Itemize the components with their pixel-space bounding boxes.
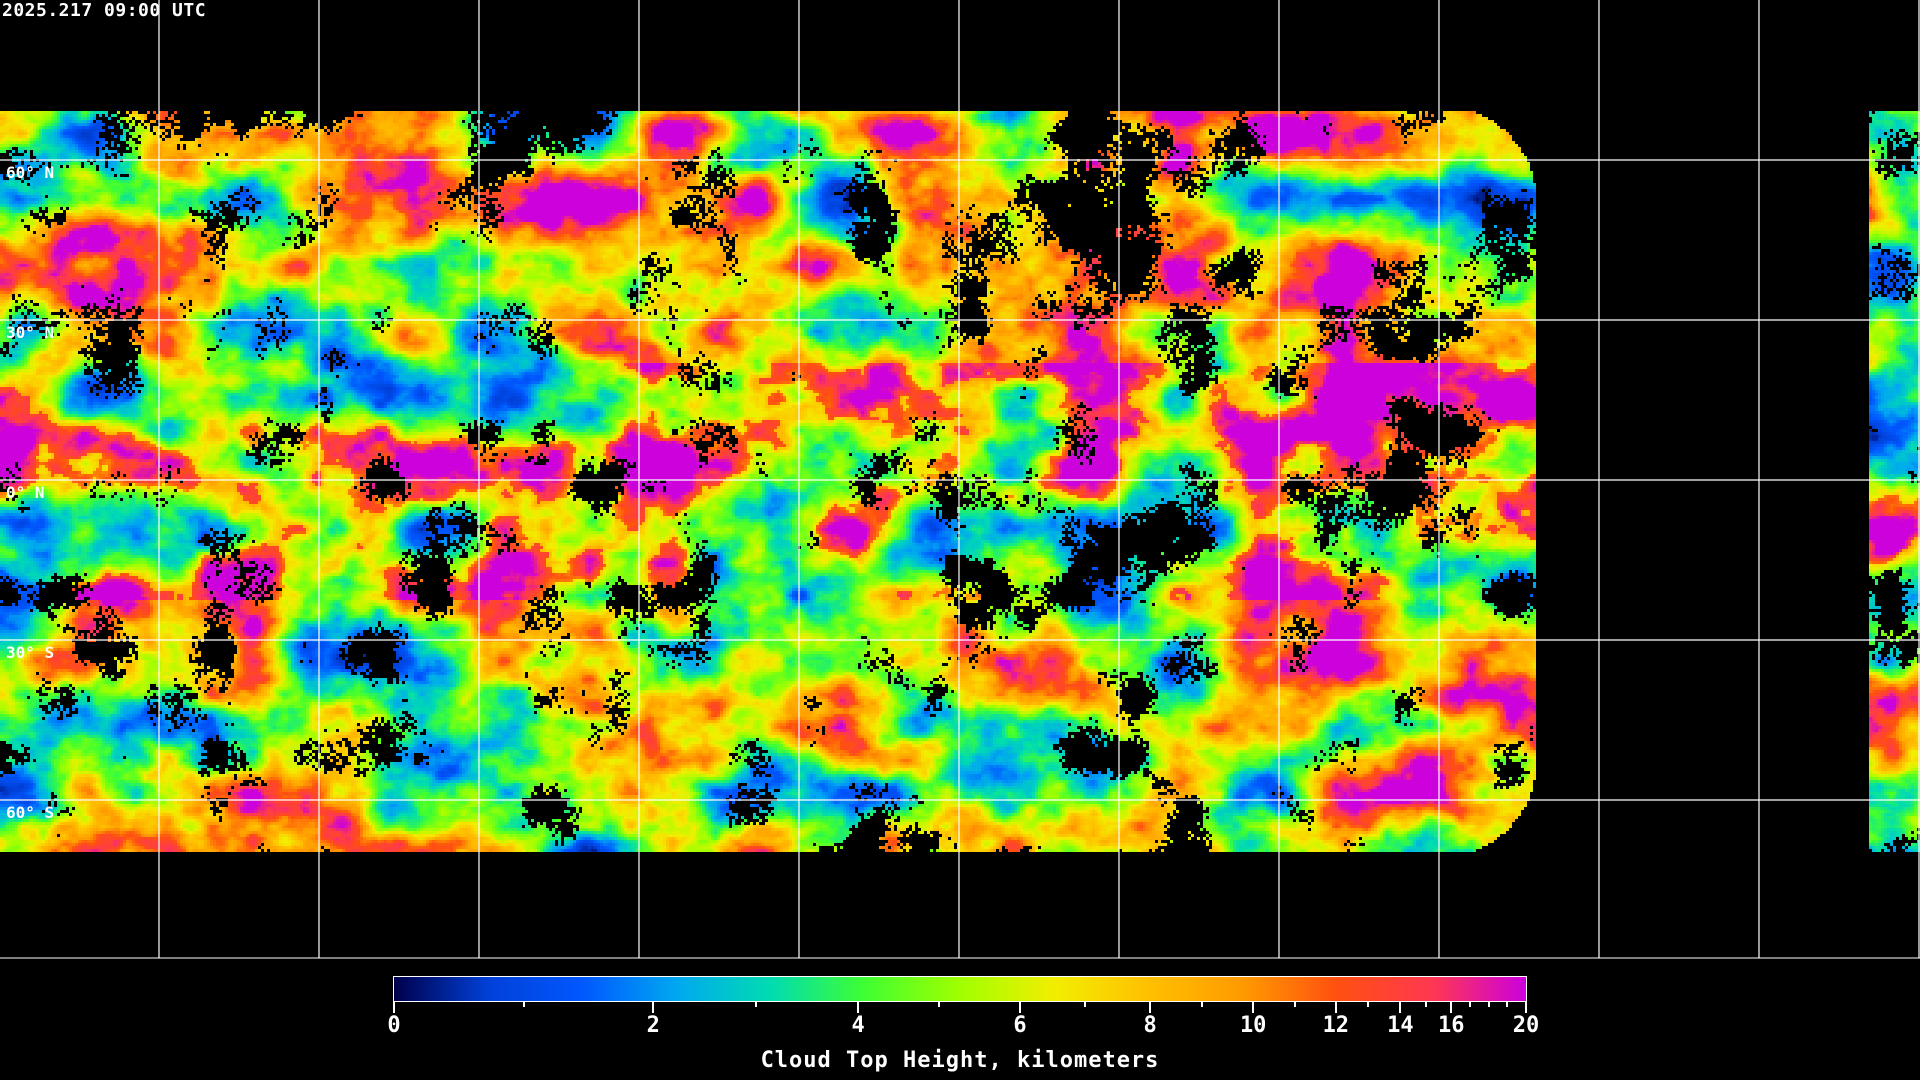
lat-label-60n: 60° N bbox=[6, 163, 55, 182]
colorbar-minor-tick bbox=[754, 1002, 757, 1007]
colorbar-tick-label: 14 bbox=[1387, 1013, 1414, 1038]
lat-label-0n: 0° N bbox=[6, 483, 45, 502]
colorbar-major-tick bbox=[393, 1002, 395, 1013]
colorbar-tick-label: 8 bbox=[1143, 1013, 1157, 1038]
colorbar bbox=[393, 976, 1527, 1002]
colorbar-minor-tick bbox=[1506, 1002, 1509, 1007]
colorbar-minor-tick bbox=[522, 1002, 525, 1007]
colorbar-major-tick bbox=[1018, 1002, 1021, 1013]
colorbar-tick-label: 10 bbox=[1239, 1013, 1267, 1038]
graticule bbox=[0, 0, 1920, 959]
colorbar-minor-tick bbox=[1487, 1002, 1490, 1007]
colorbar-minor-tick bbox=[1200, 1002, 1203, 1007]
colorbar-tick-label: 20 bbox=[1512, 1013, 1540, 1038]
colorbar-tick-label: 16 bbox=[1438, 1013, 1465, 1038]
colorbar-minor-tick bbox=[1367, 1002, 1370, 1007]
colorbar-minor-tick bbox=[1468, 1002, 1471, 1007]
lat-label-30s: 30° S bbox=[6, 643, 55, 662]
colorbar-minor-tick bbox=[1293, 1002, 1296, 1007]
cloud-top-height-map: 60° N 30° N 0° N 30° S 60° S bbox=[0, 0, 1920, 960]
colorbar-minor-tick bbox=[1424, 1002, 1427, 1007]
colorbar-tick-label: 12 bbox=[1322, 1013, 1350, 1038]
colorbar-tick-label: 6 bbox=[1013, 1013, 1027, 1038]
colorbar-label: Cloud Top Height, kilometers bbox=[760, 1048, 1160, 1073]
colorbar-minor-tick bbox=[1084, 1002, 1087, 1007]
colorbar-minor-tick bbox=[938, 1002, 941, 1007]
colorbar-major-tick bbox=[1149, 1002, 1152, 1013]
colorbar-axis bbox=[393, 1002, 1527, 1022]
colorbar-major-tick bbox=[1334, 1002, 1337, 1013]
colorbar-major-tick bbox=[1399, 1002, 1402, 1013]
colorbar-major-tick bbox=[1252, 1002, 1255, 1013]
lat-label-60s: 60° S bbox=[6, 803, 55, 822]
colorbar-major-tick bbox=[652, 1002, 655, 1013]
colorbar-tick-label: 0 bbox=[387, 1013, 401, 1038]
timestamp-title: 2025.217 09:00 UTC bbox=[2, 0, 207, 21]
colorbar-tick-label: 2 bbox=[646, 1013, 660, 1038]
colorbar-tick-label: 4 bbox=[851, 1013, 865, 1038]
colorbar-major-tick bbox=[1450, 1002, 1453, 1013]
colorbar-major-tick bbox=[1525, 1002, 1527, 1013]
colorbar-major-tick bbox=[857, 1002, 860, 1013]
lat-label-30n: 30° N bbox=[6, 323, 55, 342]
